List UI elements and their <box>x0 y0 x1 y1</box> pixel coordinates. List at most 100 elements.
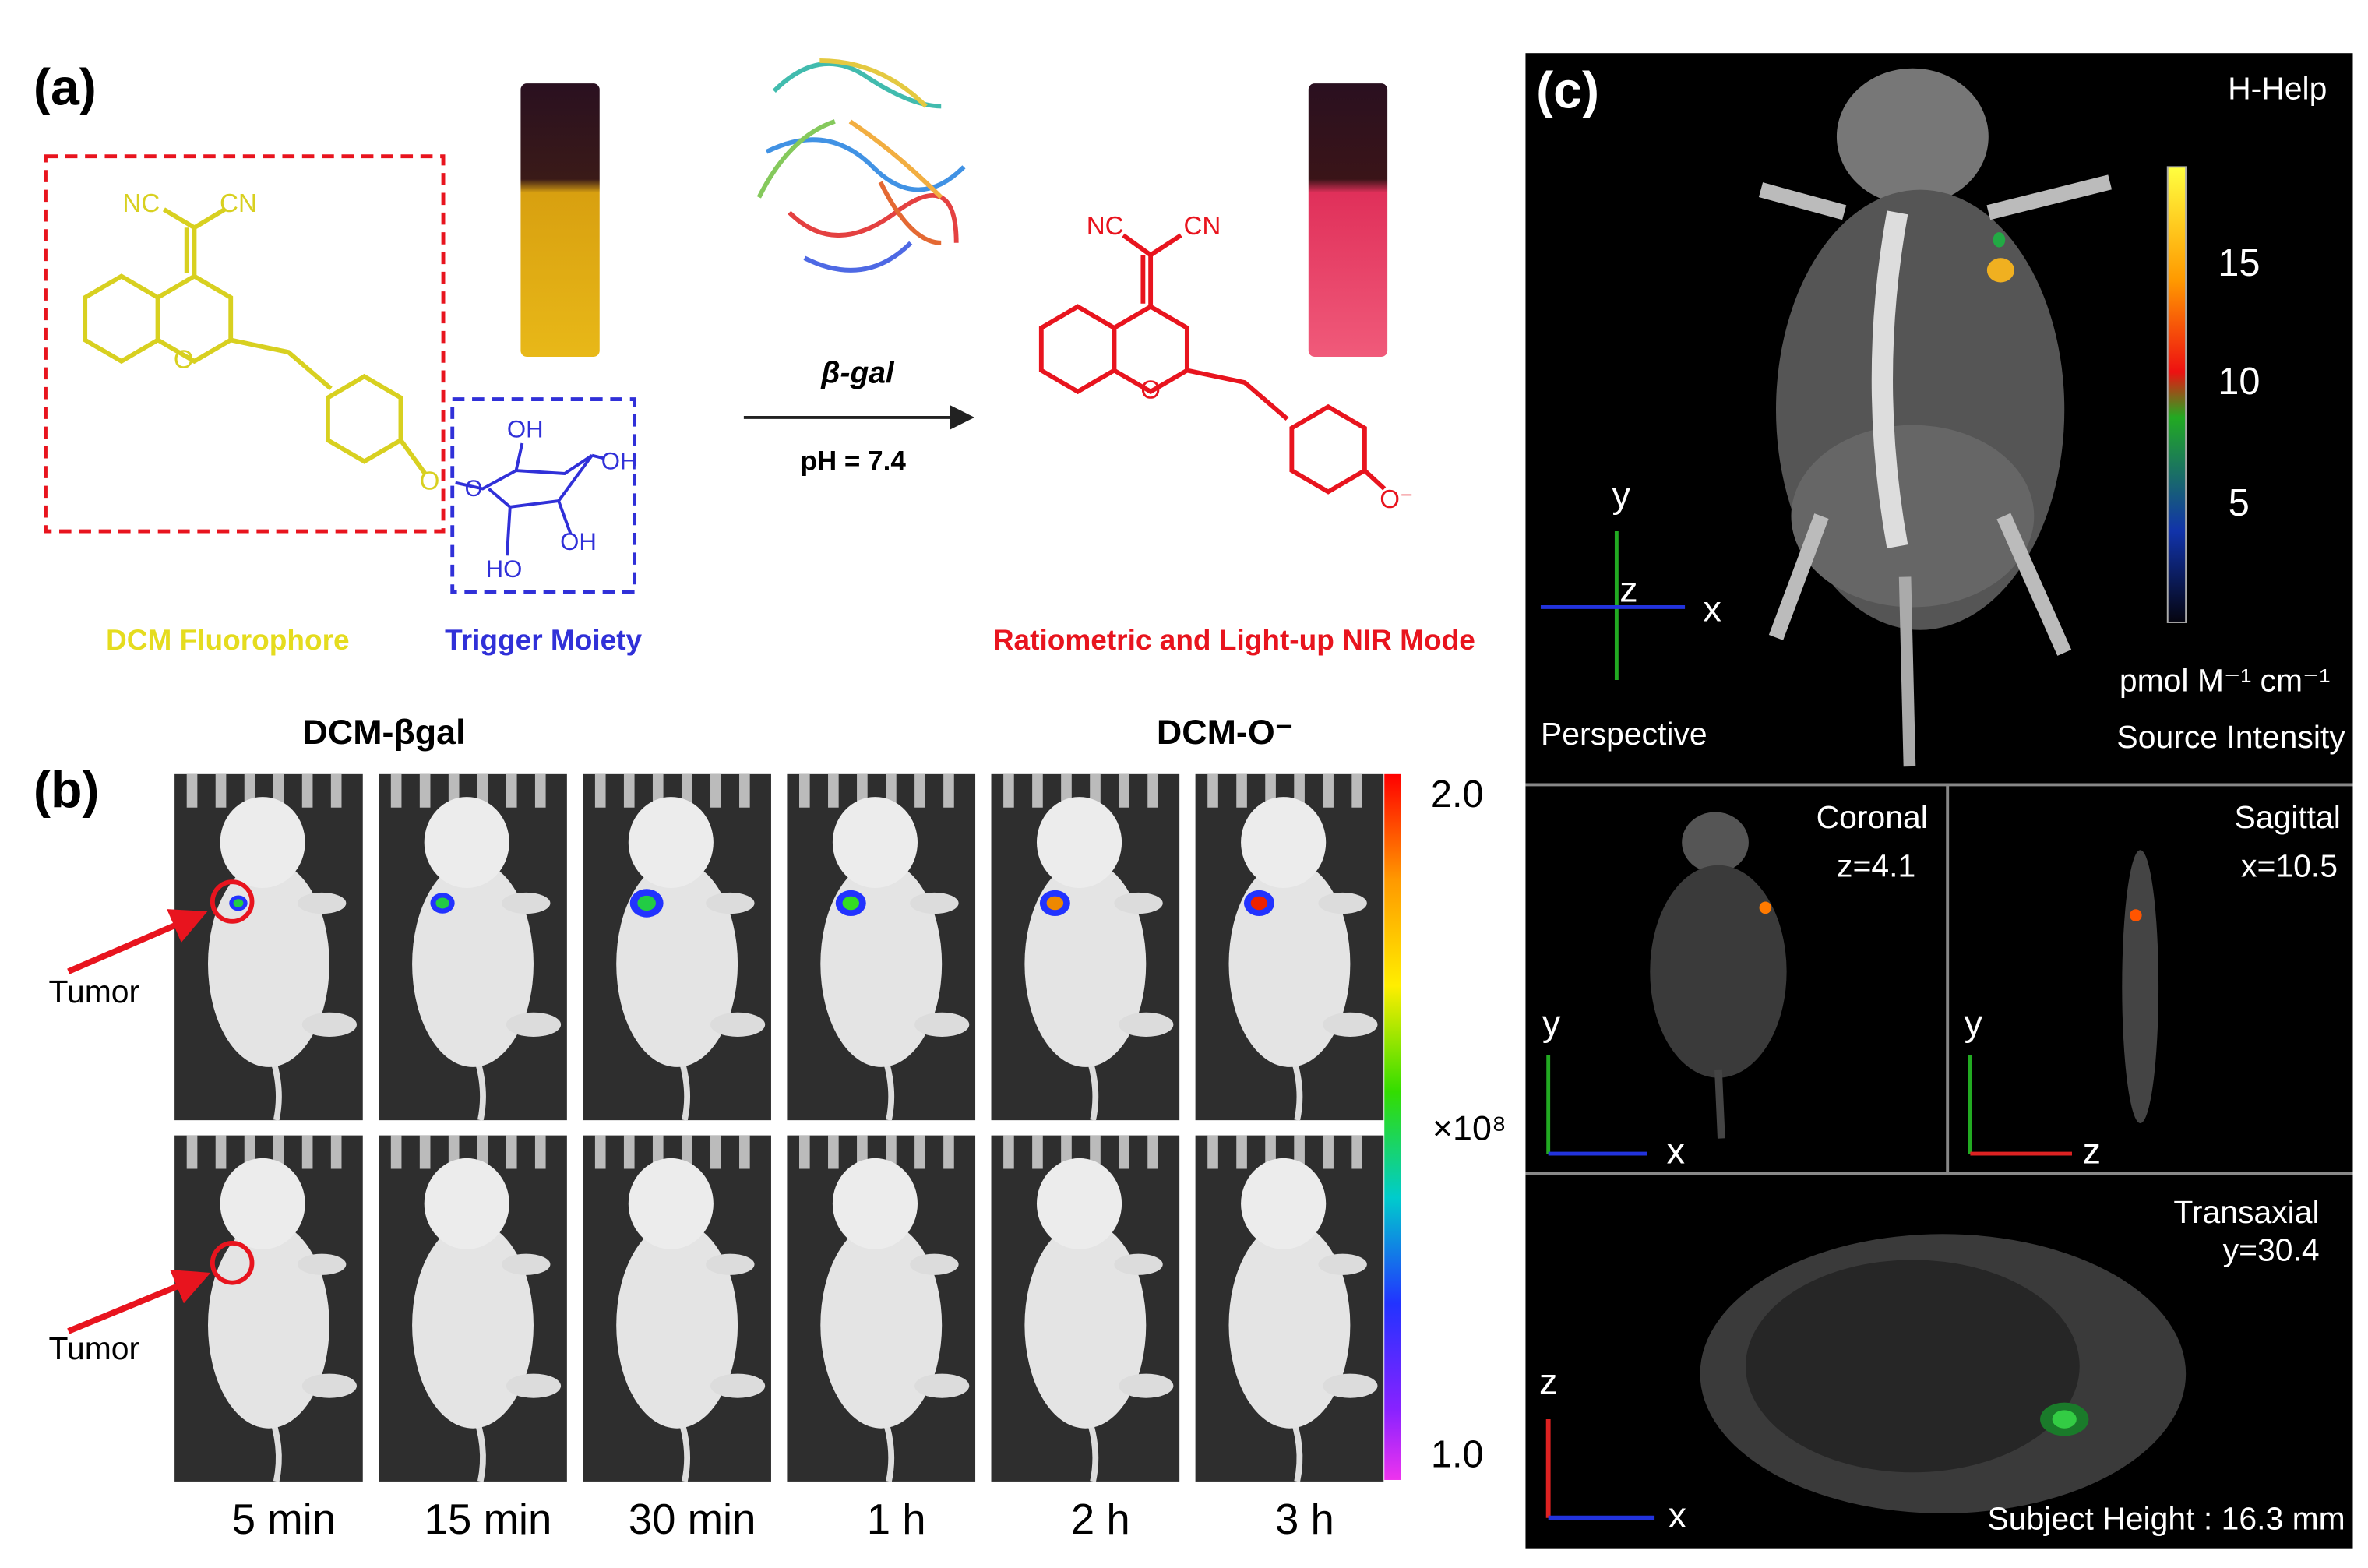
atom-label: CN <box>220 189 257 218</box>
cage-bar <box>390 773 402 808</box>
cage-bar <box>330 773 342 808</box>
probe-label: DCM-βgal <box>303 713 466 752</box>
signal-inner <box>435 897 449 909</box>
cage-bar <box>710 1135 721 1169</box>
atom-label: HO <box>486 555 523 583</box>
colorbar-tick: 15 <box>2218 242 2260 284</box>
cage-bar <box>1207 1135 1218 1169</box>
cage-bar <box>623 773 635 808</box>
enzyme-structure <box>756 58 966 273</box>
time-label: 30 min <box>629 1496 756 1543</box>
atom-label: O <box>420 467 440 495</box>
mouse-leg <box>710 1012 766 1037</box>
cage-bar <box>623 1135 635 1169</box>
mouse-leg <box>297 892 347 914</box>
cage-bar <box>215 1135 227 1169</box>
coronal-view <box>1650 812 1787 1139</box>
cage-bar <box>1207 773 1218 808</box>
mouse-leg <box>914 1373 970 1398</box>
cage-bar <box>1032 773 1043 808</box>
colorbar-min: 1.0 <box>1431 1434 1484 1476</box>
sagittal-axes <box>1968 1055 2072 1156</box>
mouse-leg <box>301 1012 357 1037</box>
cage-bar <box>534 1135 546 1169</box>
tumor-label: Tumor <box>49 974 140 1010</box>
cage-bar <box>886 1135 897 1169</box>
atom-label: O <box>465 477 483 502</box>
tumor-label: Tumor <box>49 1330 140 1366</box>
mouse-body <box>1228 860 1351 1067</box>
cage-bar <box>914 773 925 808</box>
time-label: 15 min <box>425 1496 552 1543</box>
mouse-head <box>220 797 305 888</box>
cage-bar <box>739 773 750 808</box>
mouse-leg <box>706 892 755 914</box>
cage-bar <box>1294 773 1305 808</box>
atom-label: O⁻ <box>1380 485 1413 514</box>
mouse-skeleton <box>1758 68 2113 767</box>
mouse-leg <box>297 1253 347 1275</box>
mouse-head <box>628 797 714 888</box>
mouse-leg <box>301 1373 357 1398</box>
product-structure <box>1038 233 1387 495</box>
cage-bar <box>914 1135 925 1169</box>
cage-bar <box>886 773 897 808</box>
mouse-body <box>616 1221 738 1429</box>
slice-position: z=4.1 <box>1837 847 1915 883</box>
cage-bar <box>681 1135 692 1169</box>
mouse-leg <box>502 892 551 914</box>
transaxial-axes <box>1545 1419 1655 1520</box>
cage-bar <box>1323 773 1334 808</box>
cage-bar <box>301 1135 313 1169</box>
mouse-leg <box>1318 892 1367 914</box>
mouse-head <box>424 797 509 888</box>
mouse-body <box>412 1221 534 1429</box>
mouse-body <box>1228 1221 1351 1429</box>
slice-position: x=10.5 <box>2241 847 2338 883</box>
mouse-leg <box>506 1373 562 1398</box>
colorbar-unit: pmol M⁻¹ cm⁻¹ <box>2120 663 2330 699</box>
mouse-head <box>220 1158 305 1249</box>
panel-label: (c) <box>1536 62 1599 119</box>
mouse-head <box>1241 797 1327 888</box>
cage-bar <box>1323 1135 1334 1169</box>
sugar-structure <box>455 442 605 556</box>
mouse-leg <box>1114 1253 1163 1275</box>
mouse-head <box>832 797 918 888</box>
axis-label: x <box>1667 1130 1685 1171</box>
cage-bar <box>419 1135 431 1169</box>
view-name: Transaxial <box>2173 1194 2319 1230</box>
view-name: Coronal <box>1817 799 1928 835</box>
cage-bar <box>594 1135 606 1169</box>
axis-label: z <box>2083 1130 2101 1171</box>
cage-bar <box>799 773 810 808</box>
cage-bar <box>1003 1135 1014 1169</box>
axis-label: z <box>1619 569 1637 609</box>
cage-bar <box>710 773 721 808</box>
mouse-body <box>820 860 943 1067</box>
cage-bar <box>534 773 546 808</box>
mouse-leg <box>502 1253 551 1275</box>
panel-label: (b) <box>33 762 100 819</box>
signal-inner <box>233 899 244 907</box>
mouse-leg <box>1114 892 1163 914</box>
mouse-leg <box>914 1012 970 1037</box>
atom-label: CN <box>1183 212 1221 241</box>
tumor-arrow <box>67 909 208 974</box>
mouse-head <box>424 1158 509 1249</box>
cage-bar <box>301 773 313 808</box>
sagittal-view <box>2122 850 2159 1124</box>
cage-bar <box>477 1135 488 1169</box>
atom-label: O <box>1140 376 1161 405</box>
axis-label: y <box>1612 475 1631 516</box>
vial-pink <box>1308 83 1388 357</box>
signal-inner <box>1250 896 1268 911</box>
cage-bar <box>828 773 839 808</box>
time-label: 2 h <box>1071 1496 1130 1543</box>
vial-yellow <box>520 83 600 357</box>
atom-label: OH <box>507 416 544 443</box>
mouse-body <box>207 860 329 1067</box>
tumor-circle <box>210 1241 255 1285</box>
cage-bar <box>1351 1135 1362 1169</box>
cage-bar <box>1090 1135 1101 1169</box>
